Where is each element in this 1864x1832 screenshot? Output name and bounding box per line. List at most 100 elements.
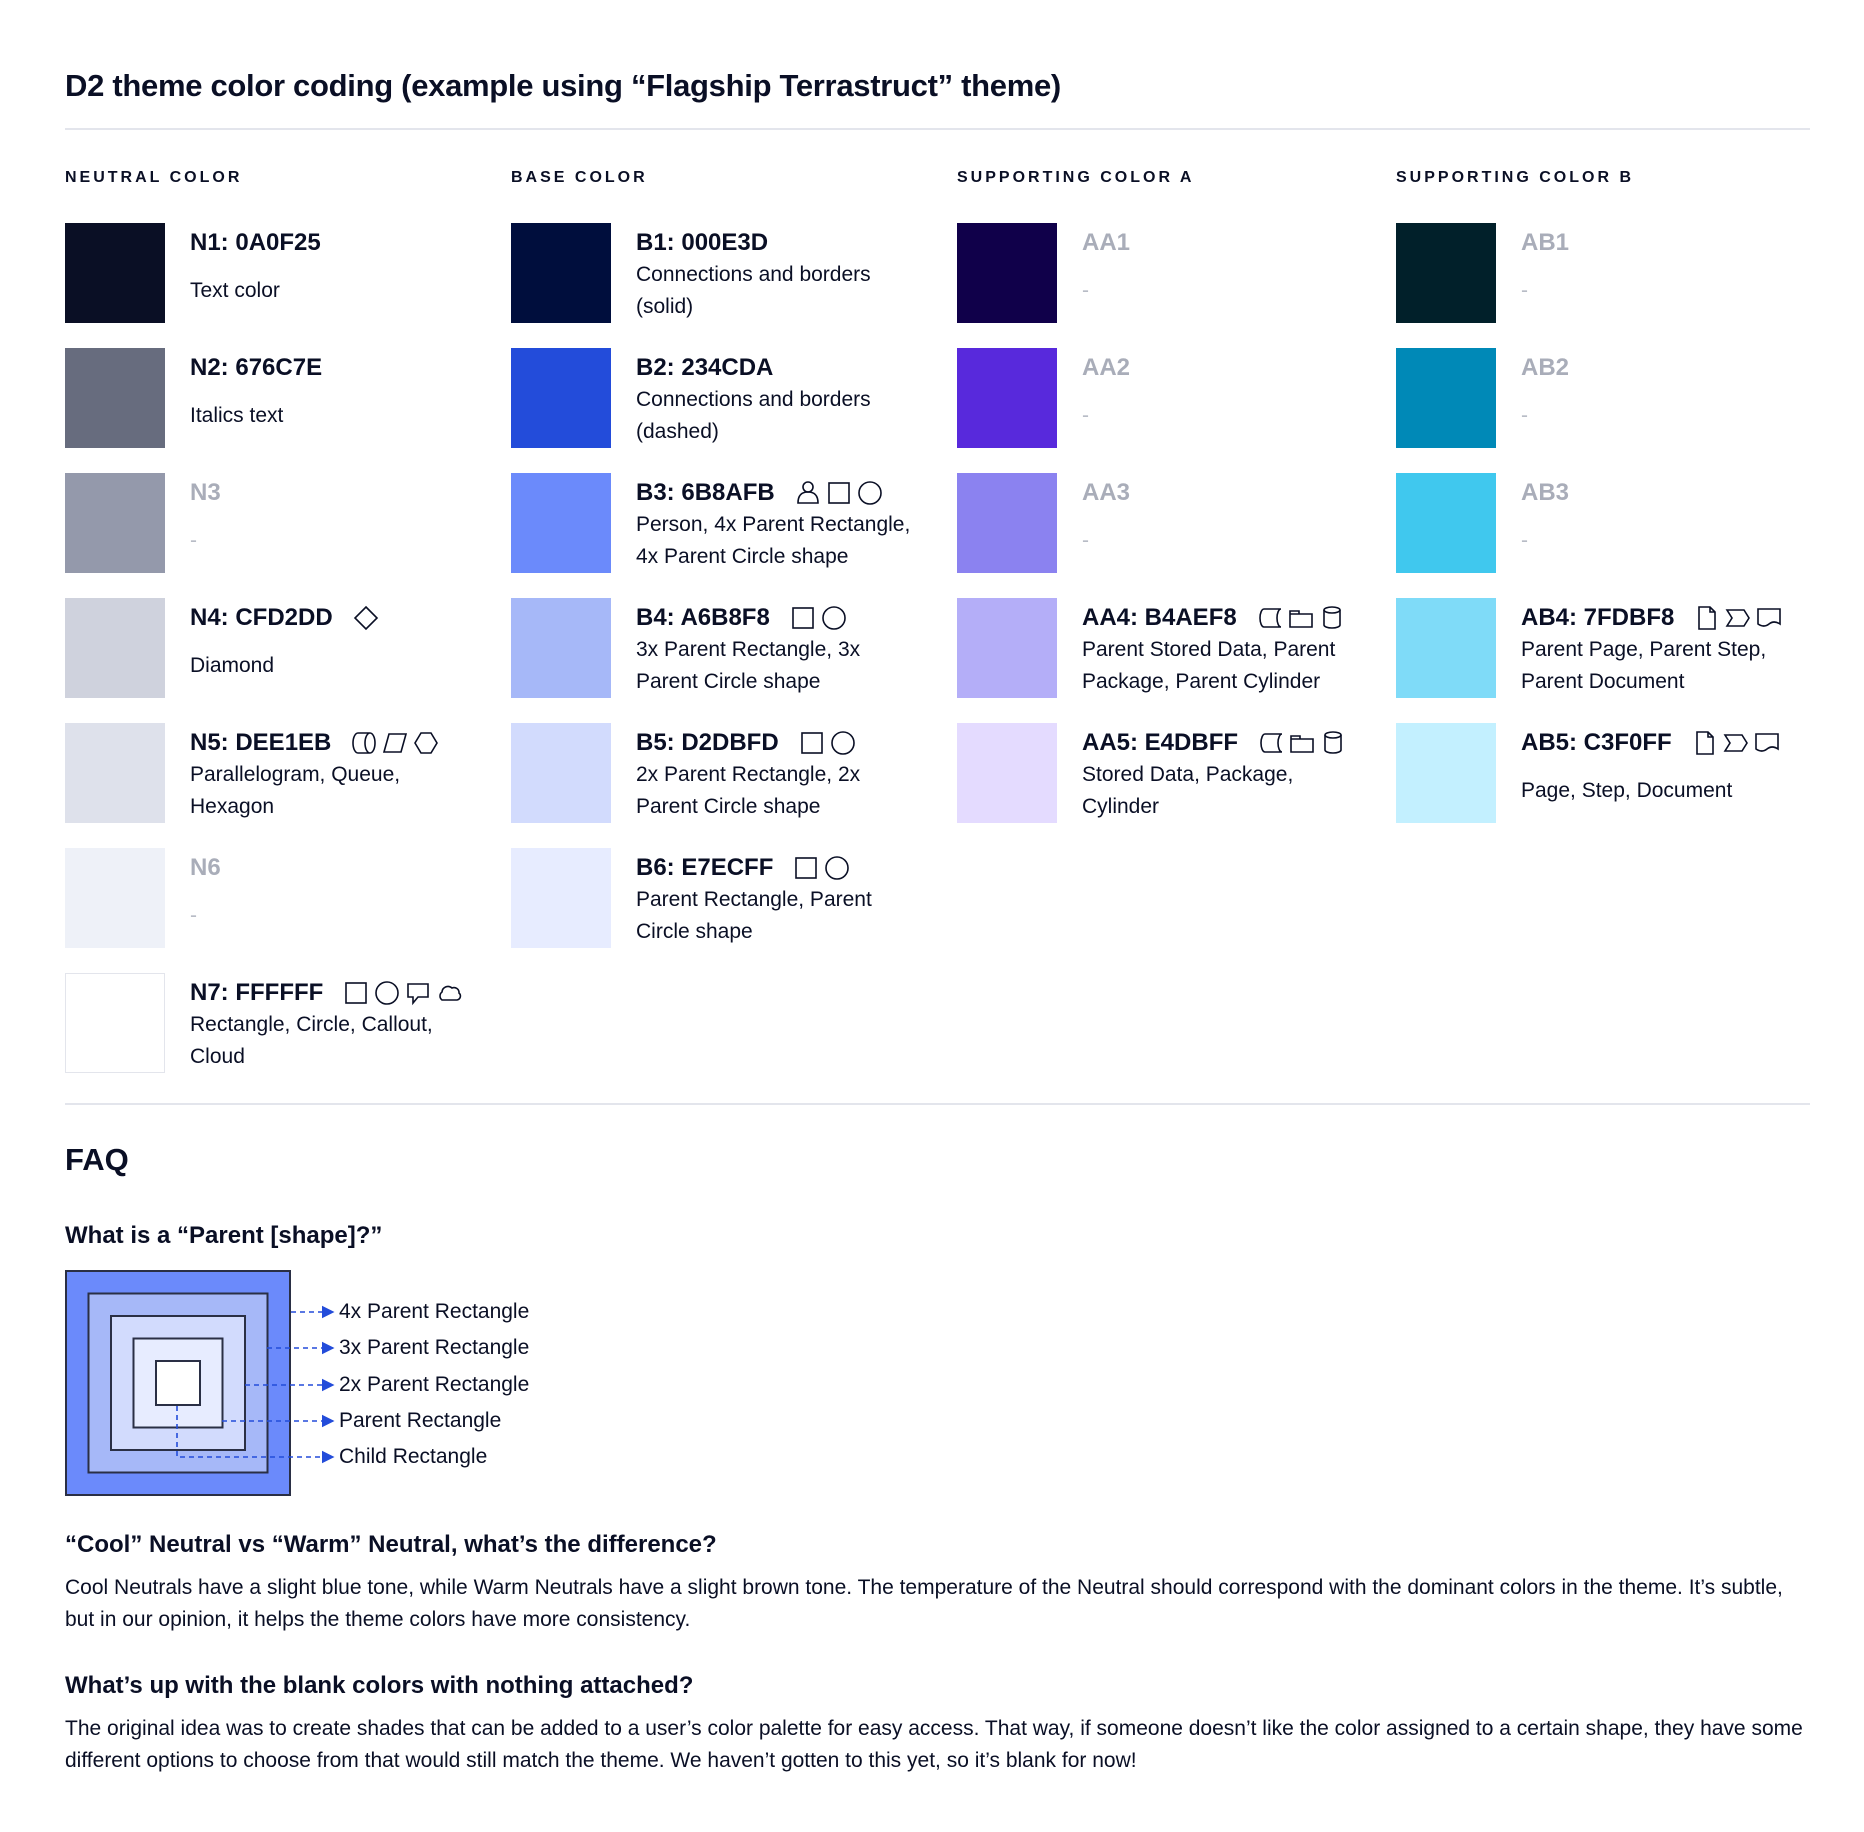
column-heading: SUPPORTING COLOR A [957,169,1195,186]
color-swatch [511,598,611,698]
color-code: B3: 6B8AFB [636,479,775,506]
color-swatch [957,473,1057,573]
color-swatch-item: N2: 676C7E Italics text [65,348,505,473]
shape-icons [795,479,883,507]
page-title: D2 theme color coding (example using “Fl… [65,68,1061,103]
color-swatch-item: B5: D2DBFD 2x Parent Rectangle, 2x Paren… [511,723,951,848]
label-3x-parent: 3x Parent Rectangle [339,1336,530,1359]
color-swatch-item: N7: FFFFFF Rectangle, Circle, Callout, C… [65,973,505,1098]
color-usage: Parallelogram, Queue, Hexagon [190,763,401,818]
cylinder-icon [1324,731,1342,754]
column-heading: NEUTRAL COLOR [65,169,243,186]
stored-data-icon [1260,733,1283,753]
column-neutral-color: NEUTRAL COLOR N1: 0A0F25 Text color N2: … [65,168,505,1098]
color-swatch-item: AA4: B4AEF8 Parent Stored Data, Parent P… [957,598,1397,723]
step-icon [1725,609,1751,627]
column-supporting-color-b: SUPPORTING COLOR B AB1 - AB2 - AB3 - AB4… [1396,168,1836,848]
color-swatch-item: N6 - [65,848,505,973]
parallelogram-icon [383,733,408,753]
color-code: B6: E7ECFF [636,854,774,881]
color-usage: - [190,529,197,552]
faq-answer-blank-colors: The original idea was to create shades t… [65,1717,1803,1772]
color-code: AA5: E4DBFF [1082,729,1239,756]
color-usage: Rectangle, Circle, Callout, Cloud [190,1013,433,1068]
step-icon [1723,734,1748,752]
shape-icons [351,729,439,757]
color-usage: - [1521,529,1528,552]
color-swatch [511,473,611,573]
shape-icons [1692,729,1780,757]
divider [65,128,1810,130]
color-swatch-item: AB3 - [1396,473,1836,598]
color-code: B4: A6B8F8 [636,604,770,631]
rectangle-icon [800,732,823,754]
color-swatch-item: AA2 - [957,348,1397,473]
color-swatch [1396,723,1496,823]
color-code: AB2 [1521,354,1570,381]
color-swatch [957,723,1057,823]
color-swatch-item: B3: 6B8AFB Person, 4x Parent Rectangle, … [511,473,951,598]
color-swatch [1396,348,1496,448]
color-usage: - [1521,404,1528,427]
color-swatch [511,223,611,323]
rectangle-icon [792,607,814,629]
color-code: AA4: B4AEF8 [1082,604,1237,631]
color-swatch-item: AB2 - [1396,348,1836,473]
label-child: Child Rectangle [339,1445,488,1468]
color-swatch [511,848,611,948]
shape-icons [1257,604,1345,632]
color-code: AB3 [1521,479,1570,506]
color-code: N3 [190,479,221,506]
color-swatch [65,223,165,323]
color-code: AA2 [1082,354,1131,381]
label-parent: Parent Rectangle [339,1409,502,1432]
color-swatch-item: AA3 - [957,473,1397,598]
circle-icon [830,731,855,755]
color-swatch-item: N4: CFD2DD Diamond [65,598,505,723]
color-usage: 2x Parent Rectangle, 2x Parent Circle sh… [636,763,861,818]
shape-icons [1694,604,1782,632]
color-swatch [1396,473,1496,573]
color-usage: Parent Rectangle, Parent Circle shape [636,888,872,943]
color-code: AB1 [1521,229,1570,256]
color-swatch-item: N5: DEE1EB Parallelogram, Queue, Hexagon [65,723,505,848]
diagram-rect-4 [155,1360,201,1406]
cloud-icon [439,985,462,1001]
color-swatch [1396,223,1496,323]
color-usage: Diamond [190,654,275,677]
color-usage: Connections and borders (dashed) [636,388,871,443]
person-icon [796,481,819,504]
color-swatch-item: AA1 - [957,223,1397,348]
color-swatch [957,598,1057,698]
circle-icon [857,481,882,505]
color-swatch-item: N3 - [65,473,505,598]
color-swatch [957,223,1057,323]
rectangle-icon [795,857,818,879]
faq-question-blank-colors: What’s up with the blank colors with not… [65,1672,694,1699]
color-code: AA3 [1082,479,1131,506]
color-swatch [65,848,165,948]
color-swatch [65,973,165,1073]
color-swatch [957,348,1057,448]
color-code: B5: D2DBFD [636,729,779,756]
color-usage: - [1082,404,1089,427]
color-code: AB4: 7FDBF8 [1521,604,1675,631]
shape-icons [799,729,856,757]
color-swatch [65,723,165,823]
cylinder-icon [1322,606,1341,629]
queue-icon [352,732,377,754]
color-code: N4: CFD2DD [190,604,333,631]
stored-data-icon [1258,608,1281,628]
shape-icons [353,604,379,632]
column-supporting-color-a: SUPPORTING COLOR A AA1 - AA2 - AA3 - AA4… [957,168,1397,848]
rectangle-icon [827,482,850,504]
color-swatch [511,723,611,823]
color-usage: Text color [190,279,280,302]
color-usage: - [1082,529,1089,552]
package-icon [1288,610,1313,628]
label-2x-parent: 2x Parent Rectangle [339,1373,530,1396]
color-swatch [65,473,165,573]
color-swatch [1396,598,1496,698]
color-swatch-item: N1: 0A0F25 Text color [65,223,505,348]
color-swatch [511,348,611,448]
